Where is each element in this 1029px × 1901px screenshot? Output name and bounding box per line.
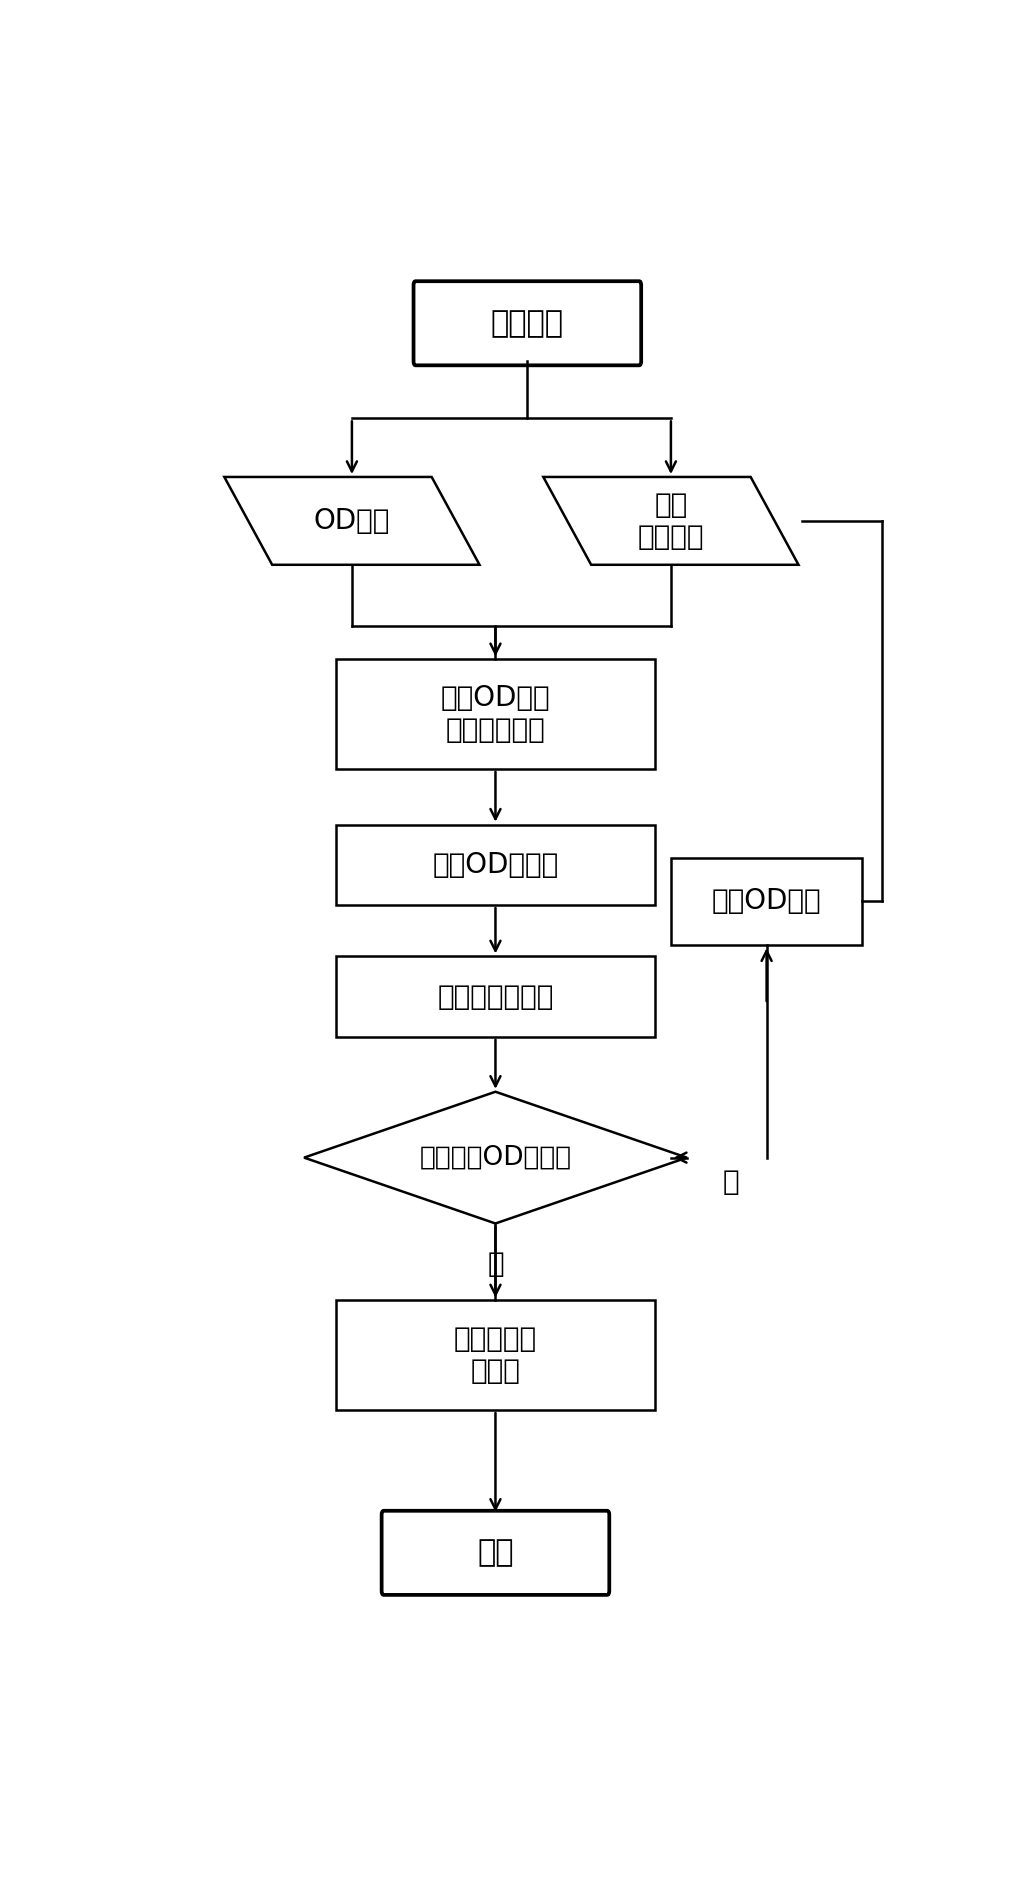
Text: 道路
网络矩阵: 道路 网络矩阵 — [638, 490, 704, 551]
Polygon shape — [224, 477, 480, 565]
Text: 累加路段交通量: 累加路段交通量 — [437, 983, 554, 1011]
Text: 结束: 结束 — [477, 1538, 513, 1566]
Text: 否: 否 — [722, 1169, 739, 1196]
Text: 下一OD点对: 下一OD点对 — [712, 888, 821, 916]
Bar — [335, 1300, 654, 1411]
Bar — [671, 857, 862, 945]
Text: 分配OD出行量: 分配OD出行量 — [432, 852, 559, 878]
Text: 计算OD点对
之间最短路线: 计算OD点对 之间最短路线 — [440, 684, 551, 745]
Bar — [335, 825, 654, 905]
Text: 计算开始: 计算开始 — [491, 308, 564, 338]
Text: 最后一对OD点对？: 最后一对OD点对？ — [420, 1144, 571, 1171]
Polygon shape — [543, 477, 799, 565]
FancyBboxPatch shape — [414, 281, 641, 365]
Bar — [335, 956, 654, 1036]
FancyBboxPatch shape — [382, 1511, 609, 1595]
Text: 输出各路段
交通量: 输出各路段 交通量 — [454, 1325, 537, 1386]
Polygon shape — [305, 1091, 686, 1224]
Text: 是: 是 — [487, 1251, 504, 1279]
Bar — [335, 660, 654, 770]
Text: OD矩阵: OD矩阵 — [314, 508, 390, 534]
